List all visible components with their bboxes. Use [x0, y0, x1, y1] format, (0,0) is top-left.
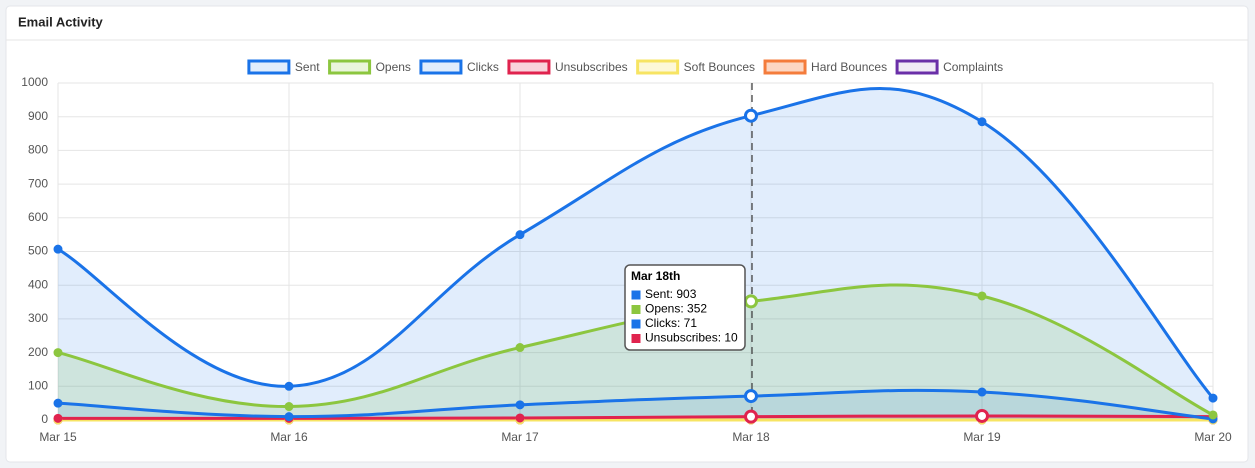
data-point [977, 387, 987, 397]
legend-label: Complaints [943, 60, 1003, 74]
data-point [284, 402, 294, 412]
data-point [744, 389, 758, 404]
y-tick-label: 900 [28, 109, 48, 123]
x-tick-label: Mar 19 [963, 430, 1001, 444]
tooltip-line: Unsubscribes: 10 [645, 331, 738, 345]
y-tick-label: 0 [41, 412, 48, 426]
legend-swatch [507, 59, 551, 75]
y-tick-label: 400 [28, 277, 48, 291]
legend-swatch [763, 59, 807, 75]
tooltip-swatch [630, 333, 642, 344]
areas [58, 88, 1213, 420]
series-area [58, 88, 1213, 420]
tooltip-swatch [630, 289, 642, 301]
data-point [1208, 393, 1218, 403]
data-point [977, 117, 987, 127]
data-point [515, 343, 525, 353]
legend-item: Hard Bounces [763, 59, 887, 75]
y-tick-label: 700 [28, 176, 48, 190]
tooltip-line: Opens: 352 [645, 302, 707, 316]
lines [57, 87, 1215, 422]
legend-item: Sent [247, 59, 320, 75]
data-point [284, 412, 294, 422]
y-tick-label: 100 [28, 378, 48, 392]
data-point [515, 413, 525, 423]
data-point [284, 381, 294, 391]
legend-label: Sent [295, 60, 320, 74]
y-tick-label: 600 [28, 210, 48, 224]
data-point [53, 413, 63, 423]
series-line [57, 388, 1214, 421]
x-tick-label: Mar 17 [501, 430, 539, 444]
x-tick-label: Mar 15 [39, 430, 77, 444]
y-tick-label: 800 [28, 143, 48, 157]
y-tick-label: 500 [28, 244, 48, 258]
points [53, 108, 1218, 425]
legend-label: Unsubscribes [555, 60, 628, 74]
y-tick-label: 200 [28, 345, 48, 359]
legend-label: Hard Bounces [811, 60, 887, 74]
x-tick-label: Mar 20 [1194, 430, 1232, 444]
legend: Sent Opens Clicks Unsubscribes Soft Bounces H… [247, 59, 1003, 75]
tooltip-line: Sent: 903 [645, 287, 697, 301]
tooltip-box [624, 264, 746, 351]
tooltip-swatch [630, 318, 642, 330]
tooltip-title: Mar 18th [631, 269, 680, 283]
data-point [975, 408, 989, 423]
tooltip-swatch [630, 304, 642, 315]
legend-label: Opens [376, 60, 411, 74]
legend-item: Complaints [895, 59, 1003, 75]
legend-swatch [328, 59, 372, 75]
data-point [744, 108, 758, 123]
legend-label: Clicks [467, 60, 499, 74]
card [5, 5, 1249, 463]
data-point [53, 398, 63, 408]
legend-item: Clicks [419, 59, 499, 75]
data-point [53, 348, 63, 358]
x-tick-label: Mar 16 [270, 430, 308, 444]
data-point [744, 409, 758, 424]
series-line [57, 414, 1214, 420]
chart-title: Email Activity [18, 14, 104, 29]
y-tick-label: 1000 [21, 75, 48, 89]
series-area [58, 390, 1213, 420]
legend-label: Soft Bounces [684, 60, 755, 74]
x-tick-label: Mar 18 [732, 430, 770, 444]
legend-swatch [247, 59, 291, 75]
legend-swatch [419, 59, 463, 75]
legend-swatch [636, 59, 680, 75]
data-point [744, 294, 758, 309]
tooltip-line: Clicks: 71 [645, 316, 697, 330]
legend-item: Unsubscribes [507, 59, 628, 75]
series-line [57, 87, 1215, 400]
data-point [515, 230, 525, 240]
legend-swatch [895, 59, 939, 75]
legend-item: Soft Bounces [636, 59, 755, 75]
series-area [58, 284, 1213, 420]
data-point [977, 291, 987, 301]
data-point [53, 244, 63, 254]
legend-item: Opens [328, 59, 411, 75]
data-point [515, 400, 525, 410]
data-point [1208, 410, 1218, 420]
y-tick-label: 300 [28, 311, 48, 325]
